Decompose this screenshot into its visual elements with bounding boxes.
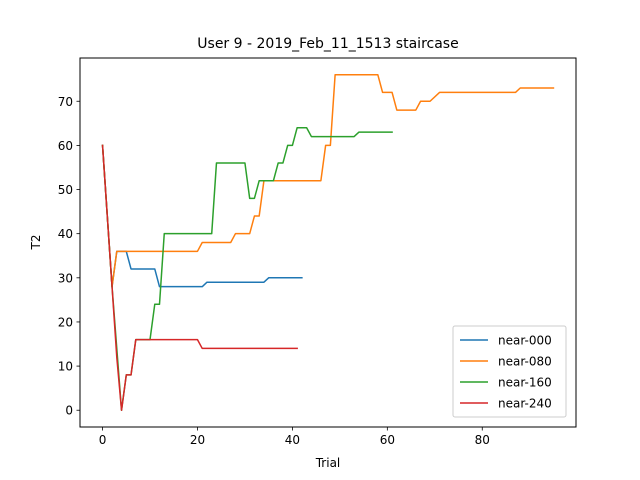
x-axis-title: Trial — [315, 456, 341, 470]
x-tick-label: 40 — [285, 433, 300, 447]
y-tick-label: 50 — [58, 183, 73, 197]
y-tick-label: 30 — [58, 271, 73, 285]
y-tick-label: 40 — [58, 227, 73, 241]
plot-lines — [101, 74, 555, 411]
y-tick-label: 0 — [65, 404, 73, 418]
legend-label-near-240: near-240 — [498, 397, 552, 411]
series-line-near-080 — [101, 74, 555, 288]
y-axis-title: T2 — [29, 235, 43, 251]
y-tick-label: 60 — [58, 139, 73, 153]
x-tick-label: 80 — [475, 433, 490, 447]
plot-frame — [79, 57, 577, 428]
legend-label-near-080: near-080 — [498, 355, 552, 369]
series-line-near-000 — [101, 144, 303, 288]
chart-title: User 9 - 2019_Feb_11_1513 staircase — [197, 36, 458, 52]
y-axis-ticks: 0 10 20 30 40 50 60 70 — [58, 95, 80, 418]
x-tick-label: 0 — [99, 433, 107, 447]
y-tick-label: 10 — [58, 360, 73, 374]
legend-label-near-000: near-000 — [498, 334, 552, 348]
legend: near-000 near-080 near-160 near-240 — [452, 325, 567, 418]
legend-box — [452, 325, 567, 418]
series-line-near-240 — [101, 144, 298, 411]
x-axis-ticks: 0 20 40 60 80 — [99, 427, 490, 447]
y-tick-label: 70 — [58, 95, 73, 109]
x-tick-label: 20 — [190, 433, 205, 447]
y-tick-label: 20 — [58, 315, 73, 329]
x-tick-label: 60 — [380, 433, 395, 447]
legend-label-near-160: near-160 — [498, 376, 552, 390]
